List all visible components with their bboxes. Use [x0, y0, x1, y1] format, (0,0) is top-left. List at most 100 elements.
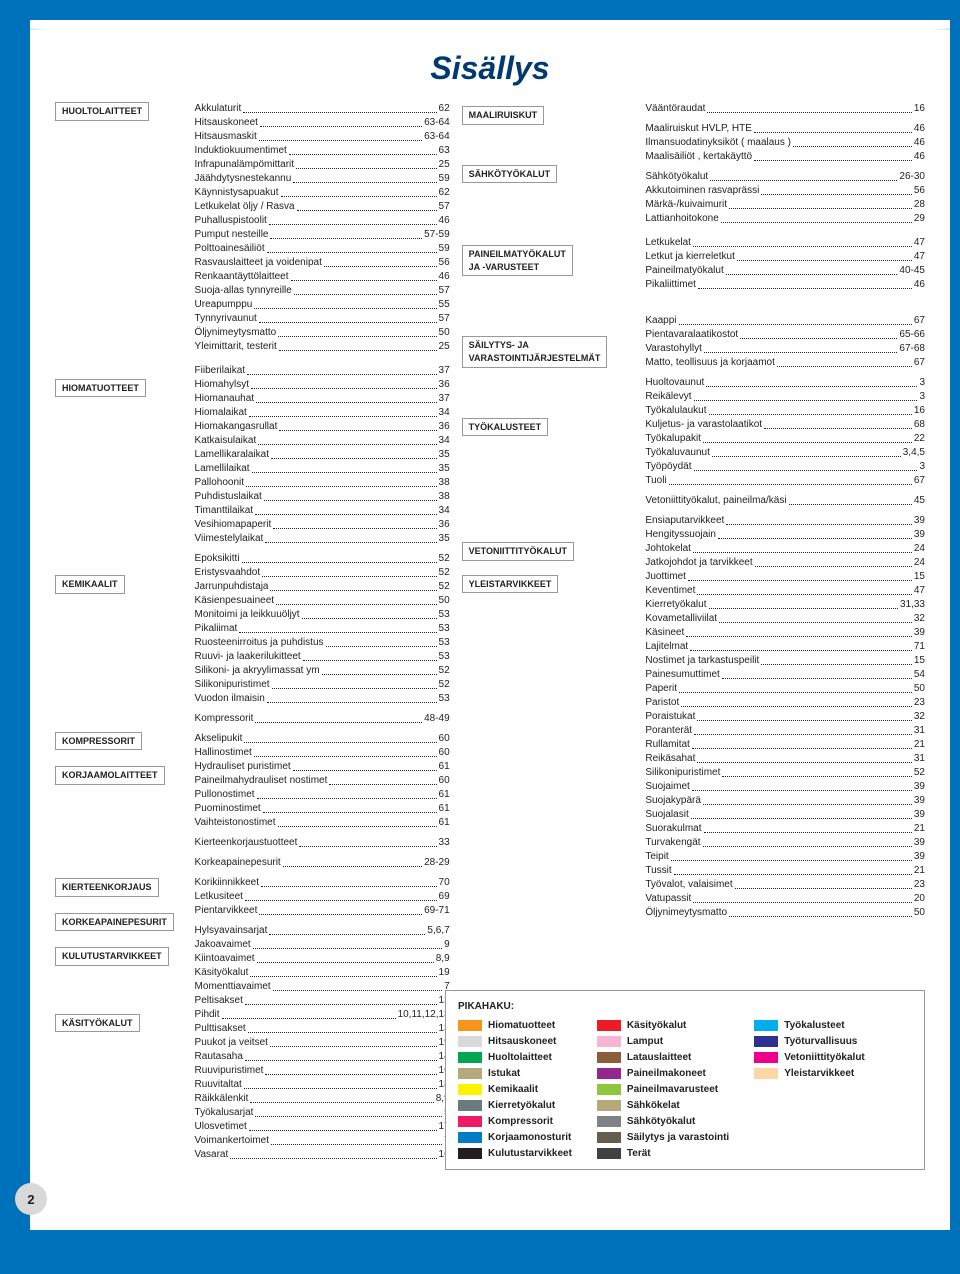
leader-dots: [777, 356, 912, 367]
category-label: KÄSITYÖKALUT: [55, 1014, 140, 1033]
quick-search-label: Sähkökelat: [627, 1100, 680, 1111]
color-swatch: [754, 1020, 778, 1031]
toc-entry: Monitoimi ja leikkuuöljyt53: [195, 608, 450, 622]
leader-dots: [273, 980, 442, 991]
toc-entry: Painesumuttimet54: [645, 668, 925, 682]
toc-entry: Työkalupakit22: [645, 432, 925, 446]
quick-search-item: Kompressorit: [458, 1116, 572, 1127]
entry-name: Fiiberilaikat: [195, 364, 246, 378]
leader-dots: [726, 514, 912, 525]
entry-name: Vasarat: [195, 1148, 229, 1162]
leader-dots: [245, 1050, 437, 1061]
entry-page: 5,6,7: [427, 924, 449, 938]
entry-page: 57: [439, 312, 450, 326]
toc-entry: Kierteenkorjaustuotteet33: [195, 836, 450, 850]
color-swatch: [458, 1116, 482, 1127]
entry-page: 36: [439, 420, 450, 434]
toc-entry: Silikonipuristimet52: [195, 678, 450, 692]
toc-entry: Hydrauliset puristimet61: [195, 760, 450, 774]
leader-dots: [247, 364, 436, 375]
leader-dots: [698, 278, 912, 289]
entry-page: 67: [914, 356, 925, 370]
toc-entry: Vaihteistonostimet61: [195, 816, 450, 830]
entry-name: Kuljetus- ja varastolaatikot: [645, 418, 762, 432]
leader-dots: [722, 668, 912, 679]
entry-name: Poraistukat: [645, 710, 695, 724]
entry-name: Kierteenkorjaustuotteet: [195, 836, 298, 850]
quick-search-item: Terät: [597, 1148, 729, 1159]
toc-entry: Momenttiavaimet7: [195, 980, 450, 994]
toc-entry: Renkaantäyttölaitteet46: [195, 270, 450, 284]
entry-name: Akkutoiminen rasvaprässi: [645, 184, 759, 198]
entry-page: 39: [914, 528, 925, 542]
category-label: SÄHKÖTYÖKALUT: [462, 165, 558, 184]
entry-name: Kaappi: [645, 314, 676, 328]
entry-page: 46: [914, 122, 925, 136]
quick-search-label: Työturvallisuus: [784, 1036, 857, 1047]
entry-page: 68: [914, 418, 925, 432]
category-column: HUOLTOLAITTEETHIOMATUOTTEETKEMIKAALITKOM…: [55, 102, 183, 1162]
toc-entry: Pullonostimet61: [195, 788, 450, 802]
toc-entry: Tynnyrivaunut57: [195, 312, 450, 326]
quick-search-item: Työkalusteet: [754, 1020, 865, 1031]
toc-entry: Ilmansuodatinyksiköt ( maalaus )46: [645, 136, 925, 150]
entry-page: 71: [914, 640, 925, 654]
entry-page: 21: [914, 864, 925, 878]
entry-name: Paineilmahydrauliset nostimet: [195, 774, 328, 788]
entry-page: 32: [914, 710, 925, 724]
leader-dots: [735, 878, 912, 889]
entry-page: 35: [439, 448, 450, 462]
toc-entry: Maalisäiliöt , kertakäyttö46: [645, 150, 925, 164]
toc-entry: Timanttilaikat34: [195, 504, 450, 518]
toc-entry: Katkaisulaikat34: [195, 434, 450, 448]
quick-search-label: Huoltolaitteet: [488, 1052, 552, 1063]
entry-page: 36: [439, 518, 450, 532]
toc-entry: Lamellikaralaikat35: [195, 448, 450, 462]
toc-entry: Hitsausmaskit63-64: [195, 130, 450, 144]
entry-page: 31,33: [900, 598, 925, 612]
toc-entry: Vääntöraudat16: [645, 102, 925, 116]
entry-name: Ensiaputarvikkeet: [645, 514, 724, 528]
toc-entry: Akkutoiminen rasvaprässi56: [645, 184, 925, 198]
entry-page: 39: [914, 794, 925, 808]
entry-name: Käsienpesuaineet: [195, 594, 275, 608]
entry-page: 38: [439, 476, 450, 490]
entry-page: 47: [914, 584, 925, 598]
leader-dots: [250, 966, 436, 977]
entry-name: Vetoniittityökalut, paineilma/käsi: [645, 494, 786, 508]
toc-entry: Varastohyllyt67-68: [645, 342, 925, 356]
leader-dots: [260, 116, 422, 127]
entry-name: Paristot: [645, 696, 679, 710]
category-label: KEMIKAALIT: [55, 575, 125, 594]
entry-name: Polttoainesäiliöt: [195, 242, 265, 256]
leader-dots: [257, 952, 434, 963]
quick-search-item: Hitsauskoneet: [458, 1036, 572, 1047]
entry-name: Hiomalaikat: [195, 406, 247, 420]
entry-page: 10,11,12,13: [398, 1008, 450, 1022]
quick-search-label: Kierretyökalut: [488, 1100, 555, 1111]
leader-dots: [230, 1148, 436, 1159]
entry-name: Pullonostimet: [195, 788, 255, 802]
entry-name: Ruuvi- ja laakerilukitteet: [195, 650, 301, 664]
toc-entry: Puukot ja veitset19: [195, 1036, 450, 1050]
toc-entry: Suorakulmat21: [645, 822, 925, 836]
entry-page: 60: [439, 732, 450, 746]
leader-dots: [270, 228, 422, 239]
toc-entry: Lamellilaikat35: [195, 462, 450, 476]
leader-dots: [709, 598, 898, 609]
entry-page: 48-49: [424, 712, 450, 726]
toc-entry: Sähkötyökalut26-30: [645, 170, 925, 184]
entry-name: Vaihteistonostimet: [195, 816, 276, 830]
entry-name: Hydrauliset puristimet: [195, 760, 291, 774]
toc-entry: Hiomanauhat37: [195, 392, 450, 406]
entry-page: 52: [439, 678, 450, 692]
leader-dots: [793, 136, 912, 147]
toc-entry: Turvakengät39: [645, 836, 925, 850]
entry-page: 46: [914, 136, 925, 150]
entry-name: Kovametalliviilat: [645, 612, 717, 626]
quick-search-item: Kierretyökalut: [458, 1100, 572, 1111]
entry-name: Käsineet: [645, 626, 684, 640]
entry-page: 63-64: [424, 116, 450, 130]
toc-entry: Puhalluspistoolit46: [195, 214, 450, 228]
entry-page: 61: [439, 802, 450, 816]
